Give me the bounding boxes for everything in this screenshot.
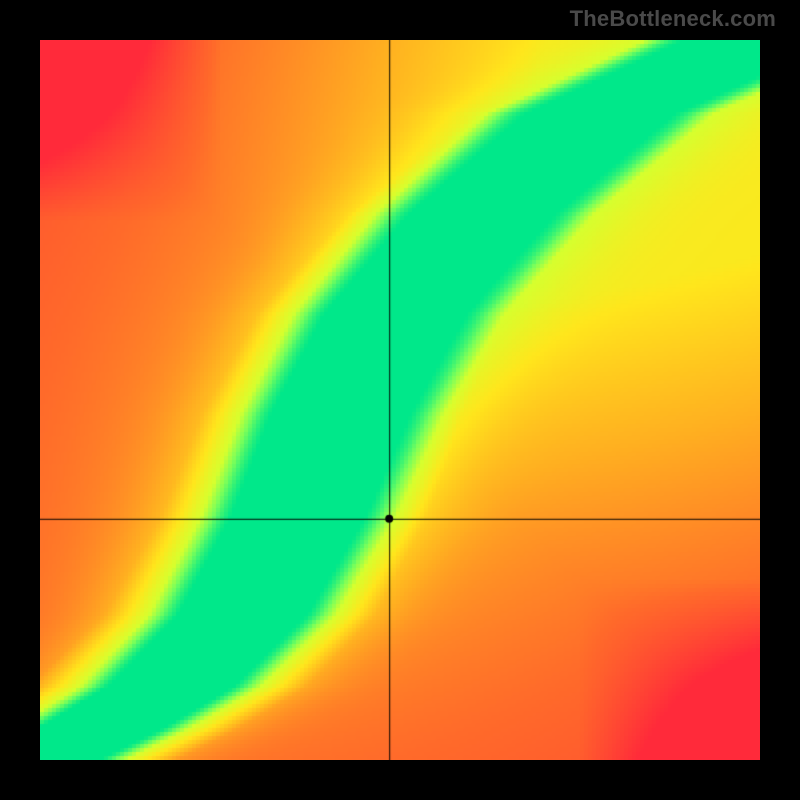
heatmap-canvas: [40, 40, 760, 760]
chart-container: TheBottleneck.com: [0, 0, 800, 800]
watermark-text: TheBottleneck.com: [570, 6, 776, 32]
